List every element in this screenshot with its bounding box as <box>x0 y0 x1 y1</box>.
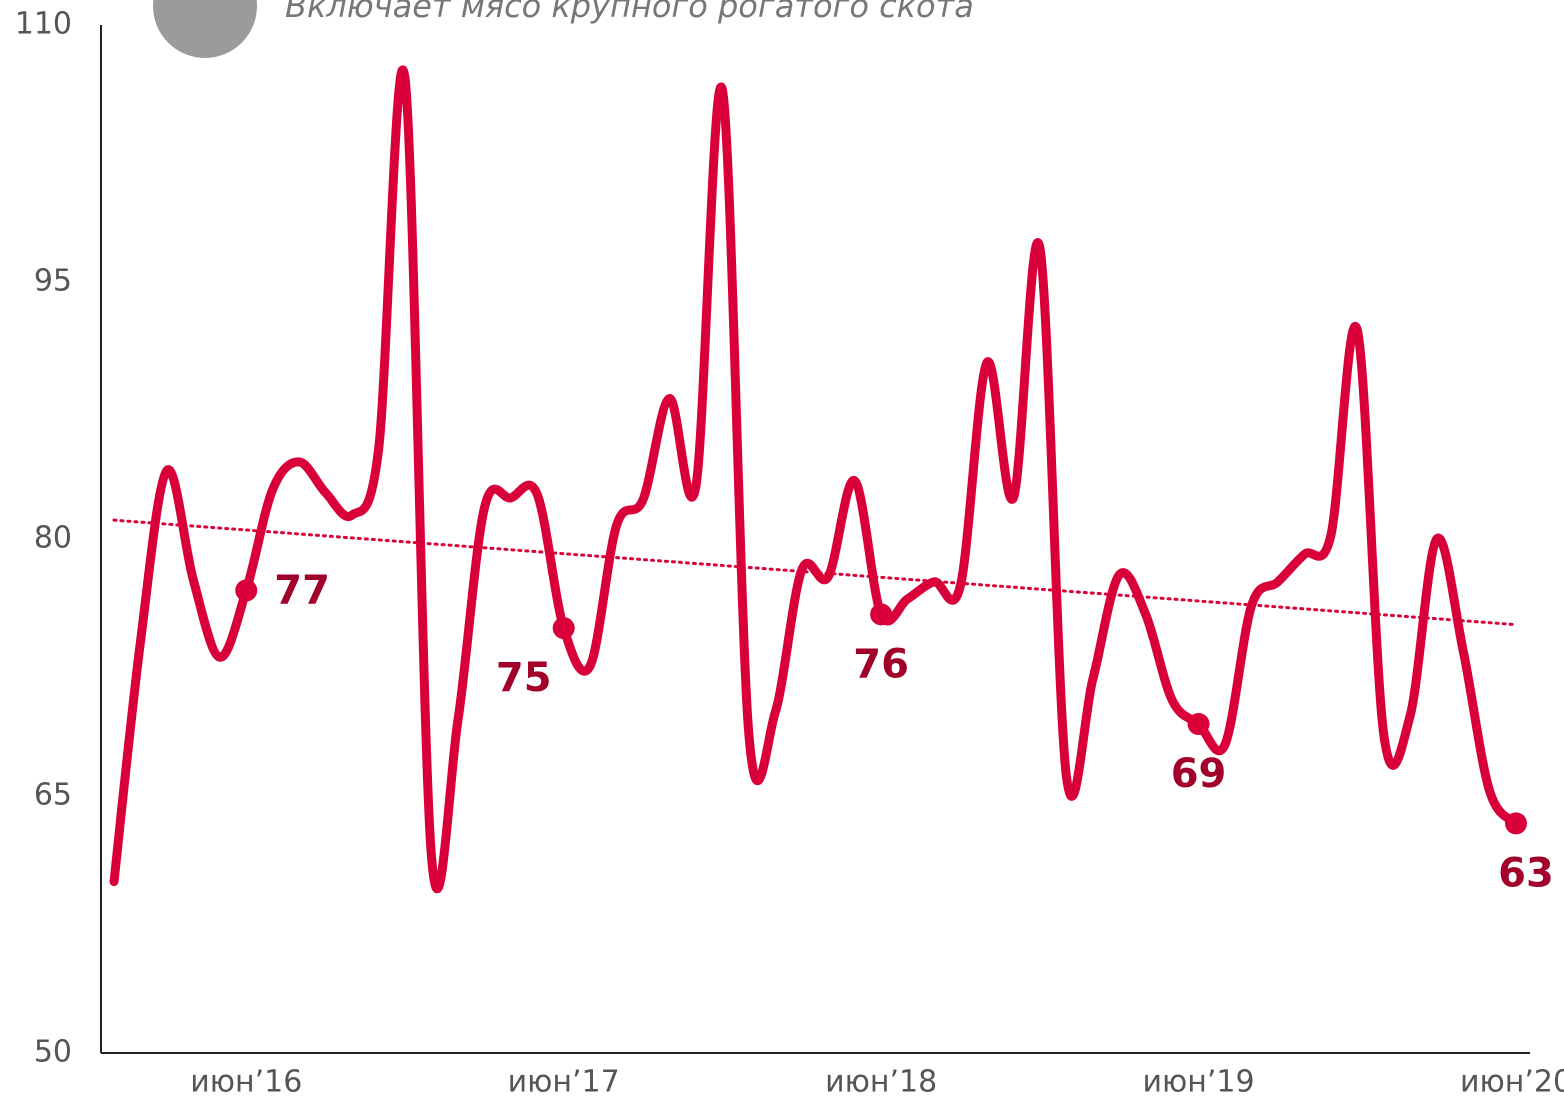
point <box>1505 812 1527 835</box>
data-label: 77 <box>274 567 330 613</box>
point <box>870 603 893 626</box>
x-tick-label: июн’17 <box>508 1065 620 1097</box>
point <box>1187 713 1210 736</box>
y-tick-label: 80 <box>34 521 72 556</box>
y-tick-label: 65 <box>34 778 72 813</box>
line <box>109 65 1521 894</box>
data-label: 75 <box>496 655 552 701</box>
y-tick-label: 110 <box>15 7 72 42</box>
point <box>235 579 258 602</box>
subtitle: Включает мясо крупного рогатого скота <box>285 0 974 25</box>
y-tick-label: 95 <box>34 264 72 299</box>
data-label: 76 <box>853 641 909 687</box>
data-label: 69 <box>1171 751 1227 797</box>
point <box>552 617 575 640</box>
x-tick-label: июн’20 <box>1460 1065 1564 1097</box>
x-tick-label: июн’18 <box>825 1065 937 1097</box>
icon <box>153 0 257 58</box>
data-label: 63 <box>1498 850 1554 896</box>
x-tick-label: июн’19 <box>1143 1065 1255 1097</box>
x-tick-label: июн’16 <box>190 1065 302 1097</box>
y-tick-label: 50 <box>34 1035 72 1070</box>
